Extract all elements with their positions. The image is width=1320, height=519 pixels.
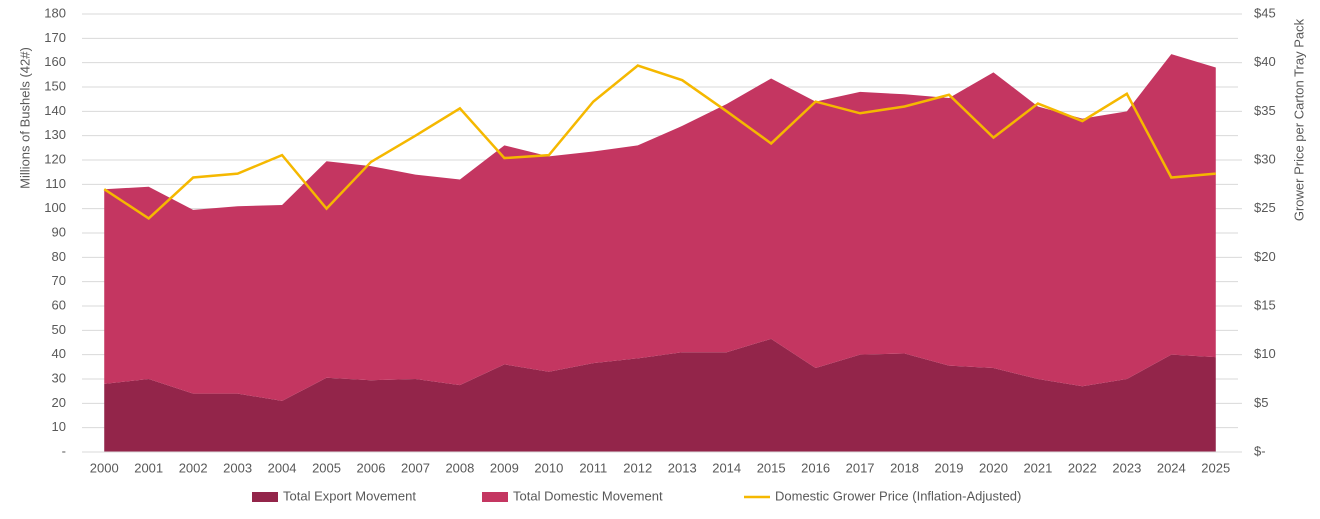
y-tick-label: 90: [52, 224, 66, 239]
x-tick-label: 2004: [268, 460, 297, 475]
y2-tick-label: $-: [1254, 443, 1266, 458]
y-tick-label: 30: [52, 370, 66, 385]
y-tick-label: 110: [45, 176, 66, 191]
y2-tick-label: $45: [1254, 5, 1276, 20]
x-tick-label: 2008: [445, 460, 474, 475]
x-tick-label: 2024: [1157, 460, 1186, 475]
x-tick-label: 2014: [712, 460, 741, 475]
x-tick-label: 2002: [179, 460, 208, 475]
x-tick-label: 2019: [935, 460, 964, 475]
legend-label: Total Export Movement: [283, 488, 416, 503]
x-tick-label: 2010: [534, 460, 563, 475]
x-tick-label: 2003: [223, 460, 252, 475]
y2-tick-label: $20: [1254, 249, 1276, 264]
y-tick-label: 60: [52, 297, 66, 312]
x-tick-label: 2016: [801, 460, 830, 475]
area: [104, 338, 1216, 452]
y2-tick-label: $5: [1254, 395, 1268, 410]
x-tick-label: 2015: [757, 460, 786, 475]
y-axis-title: Millions of Bushels (42#): [17, 47, 32, 189]
legend-label: Total Domestic Movement: [513, 488, 663, 503]
x-tick-label: 2025: [1201, 460, 1230, 475]
x-tick-label: 2009: [490, 460, 519, 475]
y2-tick-label: $10: [1254, 346, 1276, 361]
x-tick-label: 2001: [134, 460, 163, 475]
y2-tick-label: $30: [1254, 151, 1276, 166]
x-tick-label: 2021: [1023, 460, 1052, 475]
y-tick-label: 140: [44, 103, 66, 118]
y-tick-label: 40: [52, 346, 66, 361]
x-tick-label: 2013: [668, 460, 697, 475]
y-tick-label: 150: [44, 78, 66, 93]
x-tick-label: 2007: [401, 460, 430, 475]
y-tick-label: 100: [44, 200, 66, 215]
y-tick-label: 70: [52, 273, 66, 288]
y2-tick-label: $40: [1254, 54, 1276, 69]
y-tick-label: -: [62, 443, 66, 458]
y2-tick-label: $35: [1254, 103, 1276, 118]
legend-swatch: [252, 492, 278, 502]
x-tick-label: 2005: [312, 460, 341, 475]
x-tick-label: 2020: [979, 460, 1008, 475]
legend-swatch: [482, 492, 508, 502]
y-tick-label: 160: [44, 54, 66, 69]
y-tick-label: 130: [44, 127, 66, 142]
y2-axis-title: Grower Price per Carton Tray Pack: [1291, 18, 1306, 221]
legend-label: Domestic Grower Price (Inflation-Adjuste…: [775, 488, 1021, 503]
y-tick-label: 170: [44, 30, 66, 45]
x-tick-label: 2011: [579, 460, 607, 475]
y-tick-label: 180: [44, 5, 66, 20]
x-tick-label: 2006: [357, 460, 386, 475]
y-tick-label: 20: [52, 395, 66, 410]
y-tick-label: 50: [52, 322, 66, 337]
x-tick-label: 2018: [890, 460, 919, 475]
y2-tick-label: $15: [1254, 297, 1276, 312]
line: [103, 64, 1216, 220]
x-tick-label: 2000: [90, 460, 119, 475]
y2-tick-label: $25: [1254, 200, 1276, 215]
y-tick-label: 10: [52, 419, 66, 434]
x-tick-label: 2012: [623, 460, 652, 475]
y-tick-label: 80: [52, 249, 66, 264]
x-tick-label: 2023: [1112, 460, 1141, 475]
x-tick-label: 2022: [1068, 460, 1097, 475]
x-tick-label: 2017: [846, 460, 875, 475]
y-tick-label: 120: [44, 151, 66, 166]
area: [104, 54, 1216, 401]
